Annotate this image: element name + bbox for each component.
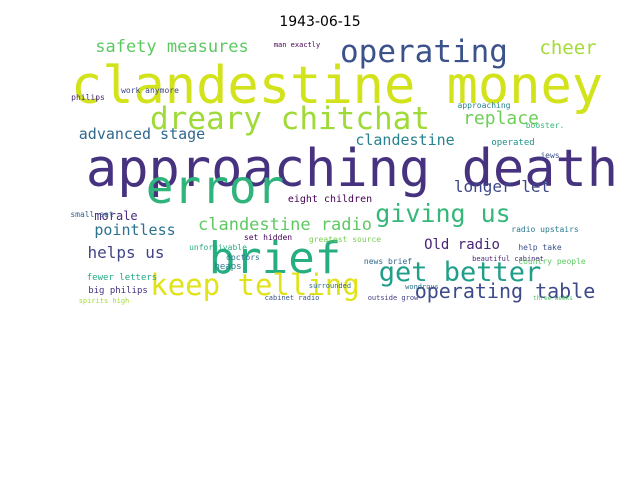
word: radio upstairs <box>511 225 579 234</box>
word: unforgivable <box>189 243 247 252</box>
word: country people <box>518 257 586 266</box>
word: brief <box>209 233 341 284</box>
word: man exactly <box>274 41 320 49</box>
word: outside grow <box>368 294 419 302</box>
word: small set <box>70 210 114 219</box>
word: cabinet radio <box>265 294 320 302</box>
word: cheer <box>539 37 596 59</box>
word: doctors <box>226 253 260 262</box>
word: clandestine <box>355 131 454 149</box>
word: safety measures <box>95 37 249 57</box>
word: giving us <box>375 199 510 228</box>
word: pointless <box>94 221 175 239</box>
word: clandestine radio <box>198 215 372 235</box>
cloud-background <box>65 35 600 298</box>
word: work anymore <box>121 86 179 95</box>
word: Old radio <box>424 237 500 253</box>
word: advanced stage <box>79 125 205 143</box>
word: get better <box>379 257 542 288</box>
word: heaps <box>214 262 241 272</box>
word: beautiful cabinet <box>472 255 544 263</box>
word: help take <box>518 243 562 252</box>
word: approaching <box>458 101 511 110</box>
word: booster. <box>526 121 565 130</box>
word: operating <box>340 34 508 70</box>
word: greatest source <box>309 235 381 244</box>
word: replace <box>463 108 539 129</box>
word: error <box>146 160 284 214</box>
word: morale <box>94 209 137 223</box>
word: wondrous <box>405 283 439 291</box>
word: news brief <box>364 257 412 266</box>
word: operating table <box>415 279 596 303</box>
word: three weeks <box>533 295 573 302</box>
word: fewer letters <box>87 273 157 283</box>
word: clandestine money <box>71 56 603 116</box>
word: surrounded <box>309 282 351 290</box>
word: keep telling <box>150 268 360 302</box>
word: approaching death <box>86 139 618 199</box>
word: eight children <box>288 194 372 205</box>
word: helps us <box>87 243 164 262</box>
word: philips <box>71 93 105 102</box>
word: longer let <box>454 177 550 196</box>
word: operated <box>491 138 534 148</box>
word: set hidden <box>244 233 292 242</box>
word: big philips <box>88 286 148 296</box>
word: dreary chitchat <box>150 101 430 137</box>
chart-title: 1943-06-15 <box>279 14 360 30</box>
word: jews <box>540 151 559 160</box>
word: spirits high <box>79 297 130 305</box>
